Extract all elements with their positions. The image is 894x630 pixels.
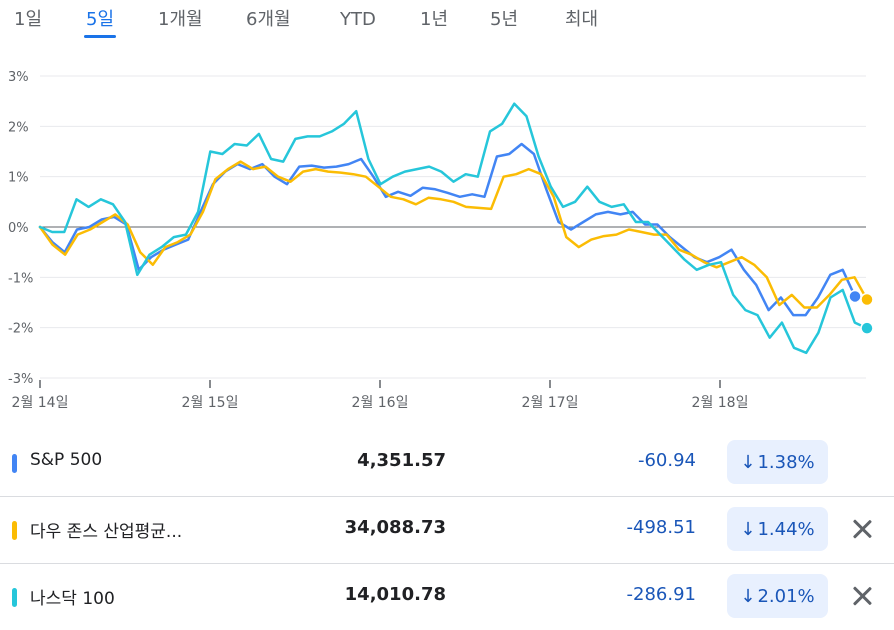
percent-change-value: 1.38% — [757, 451, 815, 473]
comparison-list: S&P 500 4,351.57 -60.94 ↓ 1.38% 다우 존스 산업평… — [0, 430, 894, 630]
range-tabs: 1일 5일 1개월 6개월 YTD 1년 5년 최대 — [0, 0, 894, 40]
arrow-down-icon: ↓ — [740, 451, 756, 473]
y-tick-label: 2% — [8, 120, 29, 135]
index-name: 나스닥 100 — [30, 589, 115, 609]
y-tick-label: -2% — [8, 322, 33, 337]
tab-5y[interactable]: 5년 — [490, 9, 519, 30]
tab-ytd[interactable]: YTD — [340, 9, 376, 30]
percent-change-badge: ↓ 1.38% — [727, 440, 828, 484]
percent-change-value: 1.44% — [757, 518, 815, 540]
y-tick-label: -1% — [8, 271, 33, 286]
x-tick-label: 2월 14일 — [12, 395, 69, 411]
percent-change-value: 2.01% — [757, 585, 815, 607]
index-name: S&P 500 — [30, 450, 103, 470]
tab-1y[interactable]: 1년 — [420, 9, 449, 30]
series-endpoint — [860, 321, 874, 335]
tab-1d[interactable]: 1일 — [14, 9, 43, 30]
series-color-swatch — [12, 521, 17, 540]
index-change: -498.51 — [626, 517, 696, 538]
series-line — [38, 160, 869, 309]
list-item-dow[interactable]: 다우 존스 산업평균... 34,088.73 -498.51 ↓ 1.44% — [0, 496, 894, 563]
series-color-swatch — [12, 454, 17, 473]
tab-5d[interactable]: 5일 — [83, 6, 117, 38]
x-tick-label: 2월 16일 — [352, 395, 409, 411]
tab-6m[interactable]: 6개월 — [246, 9, 291, 30]
x-tick-label: 2월 18일 — [692, 395, 749, 411]
index-change: -286.91 — [626, 584, 696, 605]
series-line — [38, 102, 869, 355]
arrow-down-icon: ↓ — [740, 518, 756, 540]
index-price: 34,088.73 — [344, 517, 446, 538]
tab-max[interactable]: 최대 — [565, 9, 599, 30]
series-color-swatch — [12, 588, 17, 607]
x-tick-label: 2월 17일 — [522, 395, 579, 411]
y-tick-label: 1% — [8, 171, 29, 186]
y-tick-label: 3% — [8, 70, 29, 85]
arrow-down-icon: ↓ — [740, 585, 756, 607]
index-name: 다우 존스 산업평균... — [30, 522, 183, 542]
series-line — [38, 142, 857, 317]
x-tick-label: 2월 15일 — [182, 395, 239, 411]
y-tick-label: -3% — [8, 372, 33, 387]
tab-1m[interactable]: 1개월 — [158, 9, 203, 30]
index-price: 14,010.78 — [344, 584, 446, 605]
percent-change-badge: ↓ 1.44% — [727, 507, 828, 551]
percent-change-badge: ↓ 2.01% — [727, 574, 828, 618]
list-item-nasdaq[interactable]: 나스닥 100 14,010.78 -286.91 ↓ 2.01% — [0, 563, 894, 630]
comparison-chart[interactable]: 3% 2% 1% 0% -1% -2% -3% 2월 14일 2월 15일 2월 16일 2월 17… — [0, 40, 894, 420]
remove-comparison-close-icon[interactable] — [848, 515, 876, 543]
remove-comparison-close-icon[interactable] — [848, 582, 876, 610]
list-item-sp500[interactable]: S&P 500 4,351.57 -60.94 ↓ 1.38% — [0, 430, 894, 496]
index-price: 4,351.57 — [357, 450, 446, 471]
y-tick-label: 0% — [8, 221, 29, 236]
series-endpoint — [860, 292, 874, 307]
index-change: -60.94 — [637, 450, 696, 471]
series-endpoint — [848, 289, 862, 304]
